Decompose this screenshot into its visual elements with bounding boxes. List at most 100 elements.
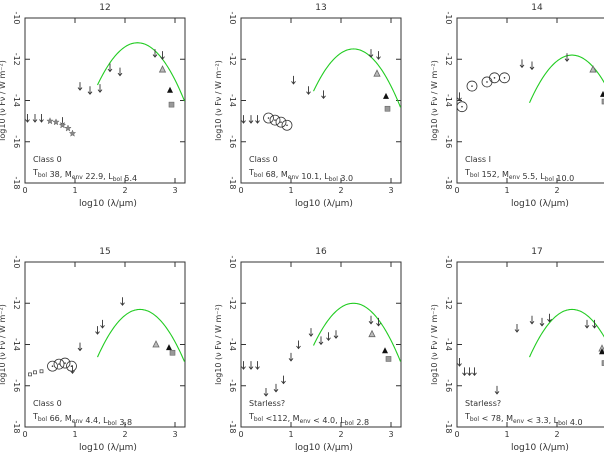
x-tick-label: 0 xyxy=(22,430,27,439)
circled-point xyxy=(456,101,468,113)
upper-limit-arrow xyxy=(494,385,500,395)
upper-limit-arrow xyxy=(368,49,374,58)
params-label: Tbol <112, Menv < 4.0, Lbol 2.8 xyxy=(248,412,369,427)
upper-limit-arrow xyxy=(584,319,590,329)
small-square-point xyxy=(39,369,44,374)
class-label: Class 0 xyxy=(33,155,62,164)
x-tick-label: 2 xyxy=(554,186,559,195)
upper-limit-arrow xyxy=(77,82,83,91)
upper-limit-arrow xyxy=(326,332,331,341)
circled-point-dot xyxy=(486,81,488,83)
filled-triangle-point xyxy=(382,347,388,354)
small-square-point xyxy=(28,372,32,377)
upper-limit-arrow xyxy=(87,86,93,95)
x-axis-label: log10 (λ/μm) xyxy=(511,199,569,209)
params-label: Tbol 152, Menv 5.5, Lbol 10.0 xyxy=(464,168,574,183)
model-sed-curve xyxy=(313,302,401,362)
class-label: Starless? xyxy=(465,399,501,408)
star-point xyxy=(58,121,67,129)
upper-limit-arrow xyxy=(100,319,105,329)
panel-title: 13 xyxy=(315,3,326,13)
x-tick-label: 1 xyxy=(504,430,509,439)
upper-limit-arrow xyxy=(273,383,279,393)
circled-point xyxy=(66,360,77,372)
filled-triangle-point xyxy=(383,92,389,99)
x-tick-label: 0 xyxy=(238,186,243,195)
x-tick-label: 0 xyxy=(22,186,27,195)
upper-limit-arrow xyxy=(376,51,381,60)
upper-limit-arrow xyxy=(255,361,260,370)
upper-limit-arrow xyxy=(32,114,38,123)
upper-limit-arrow xyxy=(248,361,254,370)
upper-limit-arrow xyxy=(281,375,286,385)
upper-limit-arrow xyxy=(39,114,44,123)
upper-limit-arrow xyxy=(462,367,467,377)
panel-title: 14 xyxy=(531,3,543,13)
x-axis-label: log10 (λ/μm) xyxy=(511,443,569,453)
y-tick-label: -10 xyxy=(228,11,237,24)
circled-point xyxy=(281,119,293,131)
y-tick-label: -16 xyxy=(228,379,237,392)
upper-limit-arrow xyxy=(519,59,525,69)
upper-limit-arrow xyxy=(248,115,254,124)
sed-panel-15: 15 0 1 2 3 -10 -12 -14 -16 -18 log10 (λ/μm) log10 (… xyxy=(0,247,186,453)
upper-limit-arrow xyxy=(592,319,597,329)
square-point xyxy=(601,98,604,105)
upper-limit-arrow xyxy=(472,367,477,377)
panel-title: 17 xyxy=(531,247,542,257)
y-tick-label: -10 xyxy=(228,255,237,268)
y-tick-label: -10 xyxy=(12,11,21,24)
params-label: Tbol 66, Menv 4.4, Lbol 3.8 xyxy=(32,412,132,427)
model-sed-curve xyxy=(528,308,604,358)
circled-point-dot xyxy=(286,124,288,127)
circled-point xyxy=(53,358,65,370)
y-axis-label: log10 (ν Fν / W m⁻²) xyxy=(214,304,223,385)
upper-limit-arrow xyxy=(241,361,246,370)
upper-limit-arrow xyxy=(263,387,269,397)
y-tick-label: -10 xyxy=(444,11,453,24)
x-tick-label: 1 xyxy=(504,186,509,195)
circled-point-dot xyxy=(267,117,270,119)
upper-limit-arrow xyxy=(117,67,123,77)
upper-limit-arrow xyxy=(457,358,462,367)
y-tick-label: -14 xyxy=(444,338,453,351)
upper-limit-arrow xyxy=(376,317,381,327)
filled-triangle-point xyxy=(167,86,173,93)
x-tick-label: 0 xyxy=(454,186,459,195)
x-tick-label: 2 xyxy=(338,430,343,439)
y-tick-label: -10 xyxy=(444,255,453,268)
open-triangle-point xyxy=(589,65,597,73)
x-tick-label: 1 xyxy=(288,430,293,439)
y-axis-label: log10 (ν Fν / W m⁻²) xyxy=(0,304,7,385)
y-tick-label: -16 xyxy=(444,135,453,148)
circled-point-dot xyxy=(493,77,496,79)
y-tick-label: -16 xyxy=(12,379,21,392)
upper-limit-arrow xyxy=(160,51,165,60)
x-tick-label: 1 xyxy=(72,186,77,195)
x-tick-label: 2 xyxy=(554,430,559,439)
upper-limit-arrow xyxy=(368,315,374,325)
upper-limit-arrow xyxy=(25,114,30,123)
x-axis-label: log10 (λ/μm) xyxy=(79,199,137,209)
open-triangle-point xyxy=(158,65,167,73)
star-point xyxy=(52,118,60,126)
x-tick-label: 3 xyxy=(172,186,177,195)
square-point xyxy=(384,105,391,112)
filled-triangle-point xyxy=(599,348,604,355)
y-tick-label: -14 xyxy=(12,94,21,107)
params-label: Tbol < 78, Menv < 3.3, Lbol 4.0 xyxy=(464,412,583,427)
x-axis-label: log10 (λ/μm) xyxy=(295,199,353,209)
upper-limit-arrow xyxy=(97,84,103,93)
y-tick-label: -12 xyxy=(12,53,21,66)
circled-point-dot xyxy=(461,105,463,108)
y-tick-label: -18 xyxy=(12,176,21,189)
panel-title: 16 xyxy=(315,247,327,257)
x-tick-label: 2 xyxy=(122,186,127,195)
open-triangle-point xyxy=(368,329,376,338)
upper-limit-arrow xyxy=(120,297,125,306)
model-sed-curve xyxy=(528,54,604,104)
y-axis-label: log10 (ν Fν / W m⁻²) xyxy=(430,60,439,141)
open-triangle-point xyxy=(152,340,160,348)
